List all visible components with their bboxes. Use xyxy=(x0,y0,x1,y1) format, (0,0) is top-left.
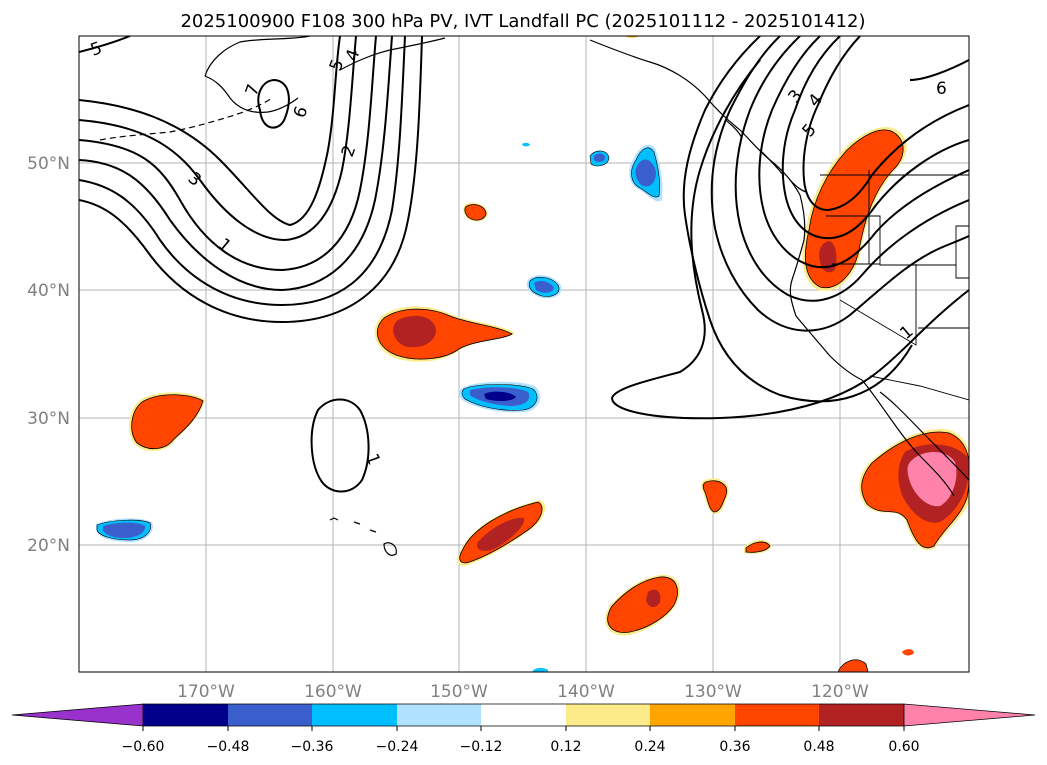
colorbar-segment xyxy=(312,704,397,726)
colorbar-tick-label: 0.48 xyxy=(803,739,834,755)
pv-contour-west-5 xyxy=(79,36,406,307)
ivt-negative-21n xyxy=(96,518,153,542)
figure-title: 2025100900 F108 300 hPa PV, IVT Landfall… xyxy=(180,11,865,32)
pv-contour-east-5 xyxy=(710,36,969,332)
pv-contour-east-top xyxy=(909,59,969,81)
ivt-positive-mid-pacific xyxy=(374,306,515,362)
ivt-negative-small-2 xyxy=(522,142,530,147)
lat-label-30n: 30°N xyxy=(27,409,70,429)
ivt-negative-bottom xyxy=(532,667,548,672)
border-wyoming xyxy=(955,225,969,279)
pv-contour-closed-central xyxy=(310,398,370,493)
map-frame xyxy=(78,35,970,673)
ivt-negative-gulf-of-alaska xyxy=(629,144,663,202)
pv-contour-west-1 xyxy=(79,36,341,227)
pv-contour-east-3 xyxy=(758,36,969,269)
coast-se-alaska xyxy=(589,39,741,131)
pv-contour-east-2 xyxy=(781,36,969,240)
lon-label-160w: 160°W xyxy=(304,682,362,702)
political-boundaries xyxy=(820,170,969,401)
ivt-positive-pacific-northwest xyxy=(802,126,907,292)
longitude-labels: 170°W 160°W 150°W 140°W 130°W 120°W xyxy=(177,682,869,702)
border-california-nevada xyxy=(839,264,917,346)
colorbar-segment xyxy=(228,704,312,726)
colorbar-tick-label: −0.36 xyxy=(291,739,334,755)
colorbar-tick-label: −0.24 xyxy=(376,739,419,755)
coast-california xyxy=(795,315,863,381)
colorbar-ticks xyxy=(142,726,905,731)
border-oregon-idaho xyxy=(826,215,956,266)
lon-label-130w: 130°W xyxy=(684,682,742,702)
coast-baja xyxy=(861,379,955,497)
colorbar-right-extension xyxy=(903,703,1036,727)
lon-label-120w: 120°W xyxy=(811,682,869,702)
pv-contour-east-outer xyxy=(610,59,969,420)
pv-contour-west-2 xyxy=(79,36,357,242)
map-panel: 5 7 6 5 4 3 2 1 3 4 5 6 1 1 xyxy=(78,35,970,673)
colorbar-tick-label: −0.12 xyxy=(460,739,503,755)
colorbar-tick-label: −0.48 xyxy=(207,739,250,755)
colorbar-segment xyxy=(143,704,228,726)
pv-contour-west-4 xyxy=(79,36,393,292)
colorbar-left-extension xyxy=(11,703,144,727)
colorbar-segment xyxy=(566,704,650,726)
pv-contour-west-3 xyxy=(79,36,377,272)
colorbar-segment xyxy=(735,704,819,726)
colorbar-tick-label: −0.60 xyxy=(122,739,165,755)
border-us-mexico xyxy=(869,375,969,401)
coast-hawaii xyxy=(329,517,397,556)
ivt-negative-32n xyxy=(459,381,541,413)
colorbar-segment xyxy=(481,704,566,726)
colorbar-segment xyxy=(650,704,735,726)
colorbar-tick-label: 0.24 xyxy=(634,739,665,755)
lat-label-20n: 20°N xyxy=(27,536,70,556)
pv-contours xyxy=(79,36,969,493)
colorbar-tick-label: 0.60 xyxy=(888,739,919,755)
lat-label-50n: 50°N xyxy=(27,154,70,174)
ivt-negative-40n xyxy=(526,275,562,299)
coast-mexico-mainland xyxy=(879,391,969,481)
pv-contour-east-6 xyxy=(682,36,913,403)
ivt-positive-small-south xyxy=(744,539,772,554)
lon-label-150w: 150°W xyxy=(430,682,488,702)
colorbar-tick-label: 0.36 xyxy=(719,739,750,755)
ivt-positive-bottom-edge xyxy=(624,36,914,672)
colorbar-tick-label: 0.12 xyxy=(550,739,581,755)
pv-contour-east-4 xyxy=(734,36,969,302)
ivt-positive-tropical xyxy=(605,574,680,636)
coast-alaska-west xyxy=(204,36,311,77)
coast-aleutians xyxy=(99,97,273,141)
coast-alaska-south xyxy=(204,75,299,113)
pv-contour-closed-west xyxy=(257,78,290,129)
colorbar-segment xyxy=(819,704,904,726)
ivt-positive-baja xyxy=(859,429,969,550)
pv-contour-east-1 xyxy=(802,36,969,212)
colorbar-segment xyxy=(397,704,481,726)
ivt-positive-western xyxy=(128,392,205,452)
pv-contour-west-6 xyxy=(79,36,423,324)
ivt-negative-small-1 xyxy=(589,150,610,167)
colorbar: −0.60 −0.48 −0.36 −0.24 −0.12 0.12 0.24 … xyxy=(11,703,1036,755)
map-background xyxy=(79,36,969,672)
lat-label-40n: 40°N xyxy=(27,281,70,301)
lon-label-140w: 140°W xyxy=(557,682,615,702)
ivt-positive-small-north xyxy=(463,202,488,222)
colorbar-tick-labels: −0.60 −0.48 −0.36 −0.24 −0.12 0.12 0.24 … xyxy=(122,739,920,755)
pv-contour-west-top xyxy=(79,36,131,53)
ivt-anomaly-fills xyxy=(96,36,969,672)
ivt-positive-subtropical xyxy=(457,500,546,566)
ivt-positive-small-east xyxy=(701,478,729,514)
contour-label: 6 xyxy=(936,79,947,99)
latitude-labels: 20°N 30°N 40°N 50°N xyxy=(27,154,70,556)
lon-label-170w: 170°W xyxy=(177,682,235,702)
